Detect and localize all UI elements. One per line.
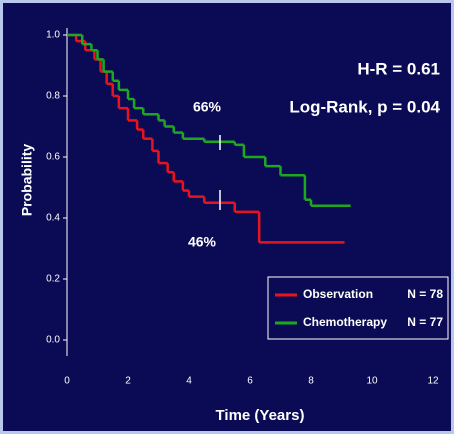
x-tick-label: 8: [308, 376, 314, 387]
x-tick-label: 4: [186, 376, 192, 387]
x-tick-label: 2: [125, 376, 131, 387]
x-tick-label: 12: [427, 376, 439, 387]
x-tick-label: 10: [366, 376, 378, 387]
y-tick-label: 0.8: [46, 91, 60, 102]
annotation: H-R = 0.61: [357, 59, 440, 78]
y-tick-label: 1.0: [46, 30, 60, 41]
y-tick-label: 0.4: [46, 213, 60, 224]
x-tick-label: 0: [64, 376, 70, 387]
legend-n: N = 77: [407, 315, 443, 329]
y-tick-label: 0.2: [46, 274, 60, 285]
legend-label: Observation: [303, 287, 373, 301]
y-tick-label: 0.0: [46, 335, 60, 346]
annotation: 46%: [188, 234, 217, 250]
annotation: Log-Rank, p = 0.04: [289, 97, 440, 116]
y-axis-label: Probability: [19, 144, 35, 217]
y-tick-label: 0.6: [46, 152, 60, 163]
x-tick-label: 6: [247, 376, 253, 387]
x-axis-label: Time (Years): [216, 407, 305, 424]
legend-label: Chemotherapy: [303, 315, 387, 329]
legend: [267, 276, 449, 340]
annotation: 66%: [193, 99, 222, 115]
legend-n: N = 78: [407, 287, 443, 301]
